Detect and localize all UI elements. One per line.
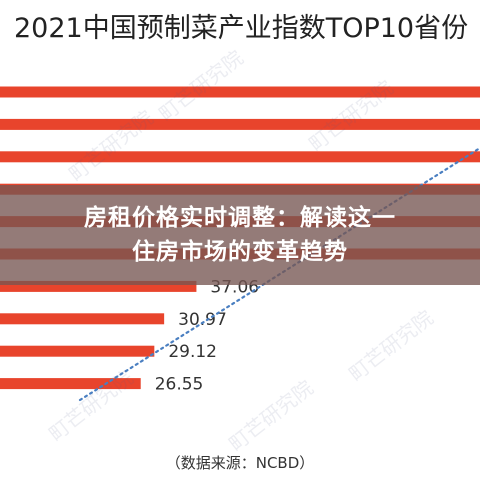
bar-value-label-8: 30.97 [178,310,227,330]
bar-value-label-10: 26.55 [155,375,204,395]
bar-7 [0,280,197,292]
bar-2 [0,118,480,130]
banner-line-2: 住房市场的变革趋势 [132,239,348,265]
bar-8 [0,313,165,325]
bar-9 [0,345,155,357]
banner-line-1: 房租价格实时调整：解读这一 [84,205,396,231]
bar-3 [0,151,480,163]
article-banner: 房租价格实时调整：解读这一 住房市场的变革趋势 [0,185,480,285]
bar-value-label-9: 29.12 [168,342,217,362]
chart-title: 2021中国预制菜产业指数TOP10省份 [14,13,469,44]
bar-1 [0,86,480,98]
data-source: （数据来源：NCBD） [165,454,315,472]
bar-10 [0,378,141,390]
